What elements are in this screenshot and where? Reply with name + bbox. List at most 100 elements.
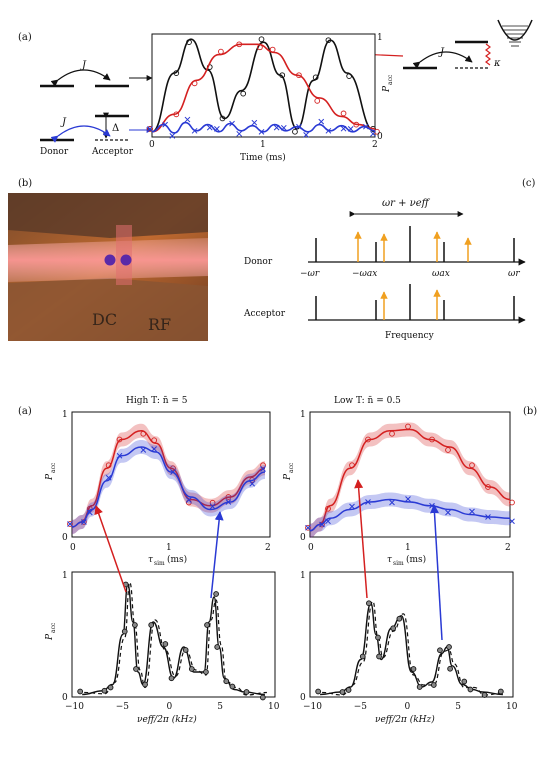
point-series-0	[116, 436, 123, 443]
point-series-0	[305, 524, 311, 531]
point-series-0	[140, 430, 147, 437]
freq-tick-0-0: −10	[65, 702, 84, 712]
point-series-1	[389, 499, 395, 506]
point-series-0	[437, 647, 443, 654]
freq-tick-1-1: −5	[354, 702, 368, 712]
line-series-2	[151, 121, 376, 134]
point-series-0	[240, 90, 247, 97]
point-series-2	[303, 131, 309, 138]
point-series-0	[279, 72, 286, 79]
panel-a-label: (a)	[18, 32, 32, 43]
coupling-arrow-right	[412, 51, 473, 69]
point-series-1	[296, 72, 302, 79]
title-high-t: High T: n̄ = 5	[126, 396, 188, 406]
point-series-1	[257, 44, 263, 51]
point-series-1	[116, 452, 123, 459]
ll-ylabel: P acc	[283, 462, 295, 481]
point-series-0	[260, 694, 266, 701]
shl-ytick-1: 1	[62, 571, 68, 581]
hl-xtick-1: 1	[166, 543, 172, 553]
point-series-0	[225, 494, 232, 500]
arrow-ll-red	[354, 479, 368, 599]
point-series-1	[147, 126, 153, 132]
point-series-0	[325, 505, 331, 512]
arrow-hl-blue	[210, 511, 224, 599]
point-series-1	[236, 41, 243, 48]
point-series-0	[121, 628, 128, 635]
label-acceptor-c: Acceptor	[243, 309, 286, 319]
hl-ytick-0: 0	[62, 533, 68, 543]
point-series-0	[258, 36, 265, 43]
point-series-0	[410, 666, 417, 672]
spectrum-high-t-frame	[71, 571, 276, 698]
hl-xtick-0: 0	[70, 543, 76, 553]
point-series-1	[173, 111, 180, 118]
point-series-0	[445, 447, 451, 453]
point-series-0	[461, 678, 468, 685]
point-series-0	[498, 688, 504, 695]
point-series-0	[223, 678, 230, 685]
svg-text:acc: acc	[288, 462, 295, 473]
point-series-0	[204, 622, 210, 628]
point-series-1	[314, 98, 321, 104]
point-series-2	[362, 123, 369, 130]
point-series-0	[429, 436, 435, 443]
point-series-0	[509, 499, 515, 506]
point-series-0	[405, 423, 411, 430]
svg-text:acc: acc	[50, 622, 57, 633]
point-series-0	[467, 686, 474, 693]
point-series-1	[140, 447, 147, 453]
label-dc: DC	[92, 310, 117, 329]
line-series-1	[71, 446, 266, 528]
point-series-2	[296, 123, 302, 130]
ll-xtick-2: 2	[505, 543, 511, 553]
point-series-2	[370, 130, 376, 137]
plot-a-ylabel: P acc	[382, 74, 394, 93]
freq-tick-0-2: 0	[167, 702, 173, 712]
plot-a-xtick-2: 2	[372, 140, 378, 150]
point-series-0	[173, 70, 180, 76]
hl-xlabel: τ sim (ms)	[148, 554, 187, 567]
point-series-0	[133, 666, 139, 672]
point-series-1	[86, 509, 93, 516]
point-series-0	[148, 622, 155, 628]
band-series-0	[72, 423, 265, 534]
span-label: ωr + νeff	[382, 198, 431, 209]
tick-wr: ωr	[508, 269, 520, 279]
point-series-1	[485, 514, 491, 520]
title-low-t: Low T: n̄ = 0.5	[334, 396, 401, 406]
hl-xtick-2: 2	[265, 543, 271, 553]
freq-tick-1-3: 5	[455, 702, 461, 712]
ll-ytick-1: 1	[300, 410, 306, 420]
point-series-2	[258, 128, 265, 135]
plot-a-xtick-1: 1	[260, 140, 266, 150]
point-series-0	[312, 74, 319, 81]
point-series-2	[169, 133, 176, 139]
point-series-0	[213, 591, 219, 597]
point-series-1	[269, 46, 276, 53]
shl-xlabel: νeff/2π (kHz)	[137, 714, 197, 725]
point-series-0	[203, 669, 209, 675]
point-series-1	[509, 518, 515, 525]
shl-ytick-0: 0	[62, 693, 68, 703]
point-series-2	[251, 119, 258, 126]
point-series-2	[206, 124, 213, 131]
shl-ylabel: P acc	[45, 622, 57, 641]
bottom-figure: (a) (b) High T: n̄ = 5 Low T: n̄ = 0.5 1…	[18, 396, 537, 725]
point-series-0	[151, 437, 158, 444]
freq-tick-1-0: −10	[303, 702, 322, 712]
point-series-0	[339, 689, 346, 695]
svg-text:P: P	[382, 85, 392, 93]
svg-text:acc: acc	[50, 462, 57, 473]
ll-xtick-0: 0	[308, 543, 314, 553]
point-series-0	[182, 647, 189, 653]
point-series-1	[469, 508, 475, 515]
point-series-1	[353, 121, 360, 128]
dashed-series-0	[84, 581, 267, 696]
panel-c-label: (c)	[522, 178, 536, 189]
point-series-1	[319, 521, 325, 528]
arrow-ll-blue	[429, 504, 443, 641]
svg-text:(ms): (ms)	[406, 554, 426, 565]
svg-text:τ: τ	[387, 555, 393, 565]
